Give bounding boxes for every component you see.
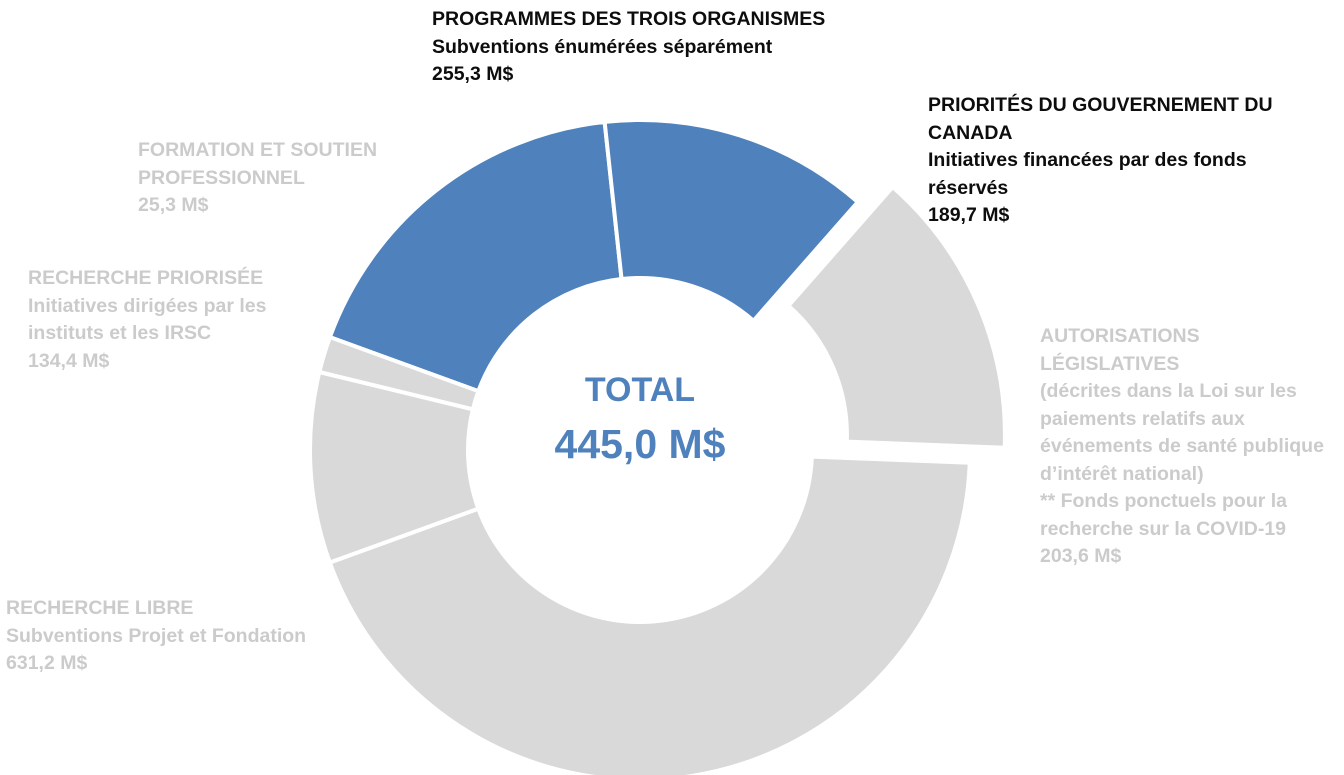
label-recherche-priorisee: RECHERCHE PRIORISÉE Initiatives dirigées… <box>28 265 318 375</box>
label-trois-organismes-amount: 255,3 M$ <box>432 63 514 85</box>
label-priorites-desc: Initiatives financées par des fonds rése… <box>928 149 1247 199</box>
label-formation-title: FORMATION ET SOUTIEN PROFESSIONNEL <box>138 139 378 189</box>
label-recherche-libre-amount: 631,2 M$ <box>6 652 88 674</box>
label-recherche-priorisee-title: RECHERCHE PRIORISÉE <box>28 267 264 289</box>
slice-trois-organismes <box>327 119 624 394</box>
label-trois-organismes: PROGRAMMES DES TROIS ORGANISMES Subventi… <box>432 6 825 89</box>
label-recherche-priorisee-desc: Initiatives dirigées par les instituts e… <box>28 294 267 345</box>
label-autorisations: AUTORISATIONS LÉGISLATIVES (décrites dan… <box>1040 323 1340 571</box>
label-priorites-amount: 189,7 M$ <box>928 204 1010 226</box>
label-priorites: PRIORITÉS DU GOUVERNEMENT DU CANADA Init… <box>928 92 1308 230</box>
label-autorisations-title: AUTORISATIONS LÉGISLATIVES <box>1040 325 1200 375</box>
label-recherche-libre-title: RECHERCHE LIBRE <box>6 597 194 619</box>
center-value: 445,0 M$ <box>554 421 726 467</box>
label-autorisations-desc: (décrites dans la Loi sur les paiements … <box>1040 380 1324 485</box>
label-autorisations-note: ** Fonds ponctuels pour la recherche sur… <box>1040 490 1288 540</box>
slice-recherche-libre <box>327 454 972 775</box>
label-formation-amount: 25,3 M$ <box>138 194 209 216</box>
label-priorites-title: PRIORITÉS DU GOUVERNEMENT DU CANADA <box>928 94 1273 144</box>
label-formation: FORMATION ET SOUTIEN PROFESSIONNEL 25,3 … <box>138 137 418 220</box>
label-recherche-libre: RECHERCHE LIBRE Subventions Projet et Fo… <box>6 595 306 678</box>
slice-priorites <box>602 118 861 324</box>
label-recherche-priorisee-amount: 134,4 M$ <box>28 349 110 372</box>
center-total: TOTAL 445,0 M$ <box>490 366 790 474</box>
slice-formation <box>316 334 481 412</box>
label-trois-organismes-title: PROGRAMMES DES TROIS ORGANISMES <box>432 8 826 30</box>
slice-autorisations <box>785 184 1007 450</box>
center-title: TOTAL <box>584 371 696 409</box>
label-autorisations-amount: 203,6 M$ <box>1040 545 1122 567</box>
label-trois-organismes-desc: Subventions énumérées séparément <box>432 35 773 58</box>
label-recherche-libre-desc: Subventions Projet et Fondation <box>6 624 307 647</box>
